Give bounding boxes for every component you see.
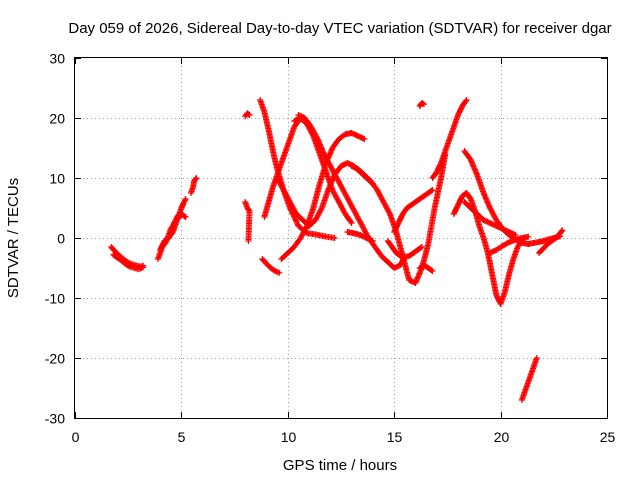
series-arc-5 bbox=[188, 175, 200, 196]
series-arc-26 bbox=[535, 227, 566, 256]
y-tick-label: -10 bbox=[45, 291, 65, 307]
series-arc-27 bbox=[518, 355, 540, 403]
series-arc-4 bbox=[157, 211, 189, 253]
data-point-markers bbox=[416, 262, 436, 274]
data-marks bbox=[108, 97, 566, 403]
data-point-markers bbox=[188, 175, 200, 196]
data-point-markers bbox=[391, 187, 436, 235]
x-tick-label: 20 bbox=[494, 429, 510, 445]
y-tick-label: 20 bbox=[49, 111, 65, 127]
series-arc-15 bbox=[348, 151, 449, 286]
x-tick-label: 15 bbox=[387, 429, 403, 445]
series-arc-18 bbox=[384, 238, 425, 261]
y-tick-label: 30 bbox=[49, 51, 65, 67]
x-axis-label: GPS time / hours bbox=[283, 457, 397, 474]
series-arc-16 bbox=[344, 229, 376, 244]
axis-ticks: 0 5 10 15 20 25 -30 -20 -10 0 10 20 30 bbox=[45, 51, 616, 446]
data-point-markers bbox=[242, 110, 253, 120]
x-tick-label: 10 bbox=[281, 429, 297, 445]
data-point-markers bbox=[461, 199, 519, 238]
data-point-markers bbox=[157, 211, 189, 253]
x-tick-label: 5 bbox=[178, 429, 186, 445]
series-arc-10 bbox=[261, 115, 304, 220]
data-point-markers bbox=[242, 199, 253, 244]
series-arc-20 bbox=[416, 100, 427, 109]
data-point-markers bbox=[261, 115, 304, 220]
series-arc-7 bbox=[242, 199, 253, 244]
data-point-markers bbox=[348, 151, 449, 286]
data-point-markers bbox=[110, 251, 147, 273]
data-point-markers bbox=[487, 233, 532, 256]
data-point-markers bbox=[259, 256, 283, 276]
plot-frame bbox=[74, 57, 608, 419]
series-arc-12 bbox=[295, 112, 408, 271]
chart-title: Day 059 of 2026, Sidereal Day-to-day VTE… bbox=[68, 20, 611, 37]
data-point-markers bbox=[429, 97, 470, 181]
data-point-markers bbox=[416, 100, 427, 109]
grid bbox=[75, 58, 607, 418]
y-tick-label: 0 bbox=[57, 231, 65, 247]
series-arc-25 bbox=[487, 233, 532, 256]
series-arc-24 bbox=[461, 199, 519, 238]
series-arc-2 bbox=[110, 251, 147, 273]
series-arc-19 bbox=[416, 262, 436, 274]
data-point-markers bbox=[384, 238, 425, 261]
data-point-markers bbox=[295, 112, 408, 271]
series-arc-6 bbox=[242, 110, 253, 120]
y-tick-label: -20 bbox=[45, 351, 65, 367]
data-point-markers bbox=[344, 229, 376, 244]
series-arc-21 bbox=[429, 97, 470, 181]
series-arc-17 bbox=[391, 187, 436, 235]
y-tick-label: -30 bbox=[45, 411, 65, 427]
data-point-markers bbox=[535, 227, 566, 256]
x-tick-label: 0 bbox=[72, 429, 80, 445]
y-axis-label: SDTVAR / TECUs bbox=[5, 178, 22, 298]
x-tick-label: 25 bbox=[600, 429, 616, 445]
y-tick-label: 10 bbox=[49, 171, 65, 187]
series-arc-8 bbox=[259, 256, 283, 276]
series-arc-14 bbox=[278, 130, 368, 262]
data-point-markers bbox=[518, 355, 540, 403]
data-point-markers bbox=[278, 130, 368, 262]
